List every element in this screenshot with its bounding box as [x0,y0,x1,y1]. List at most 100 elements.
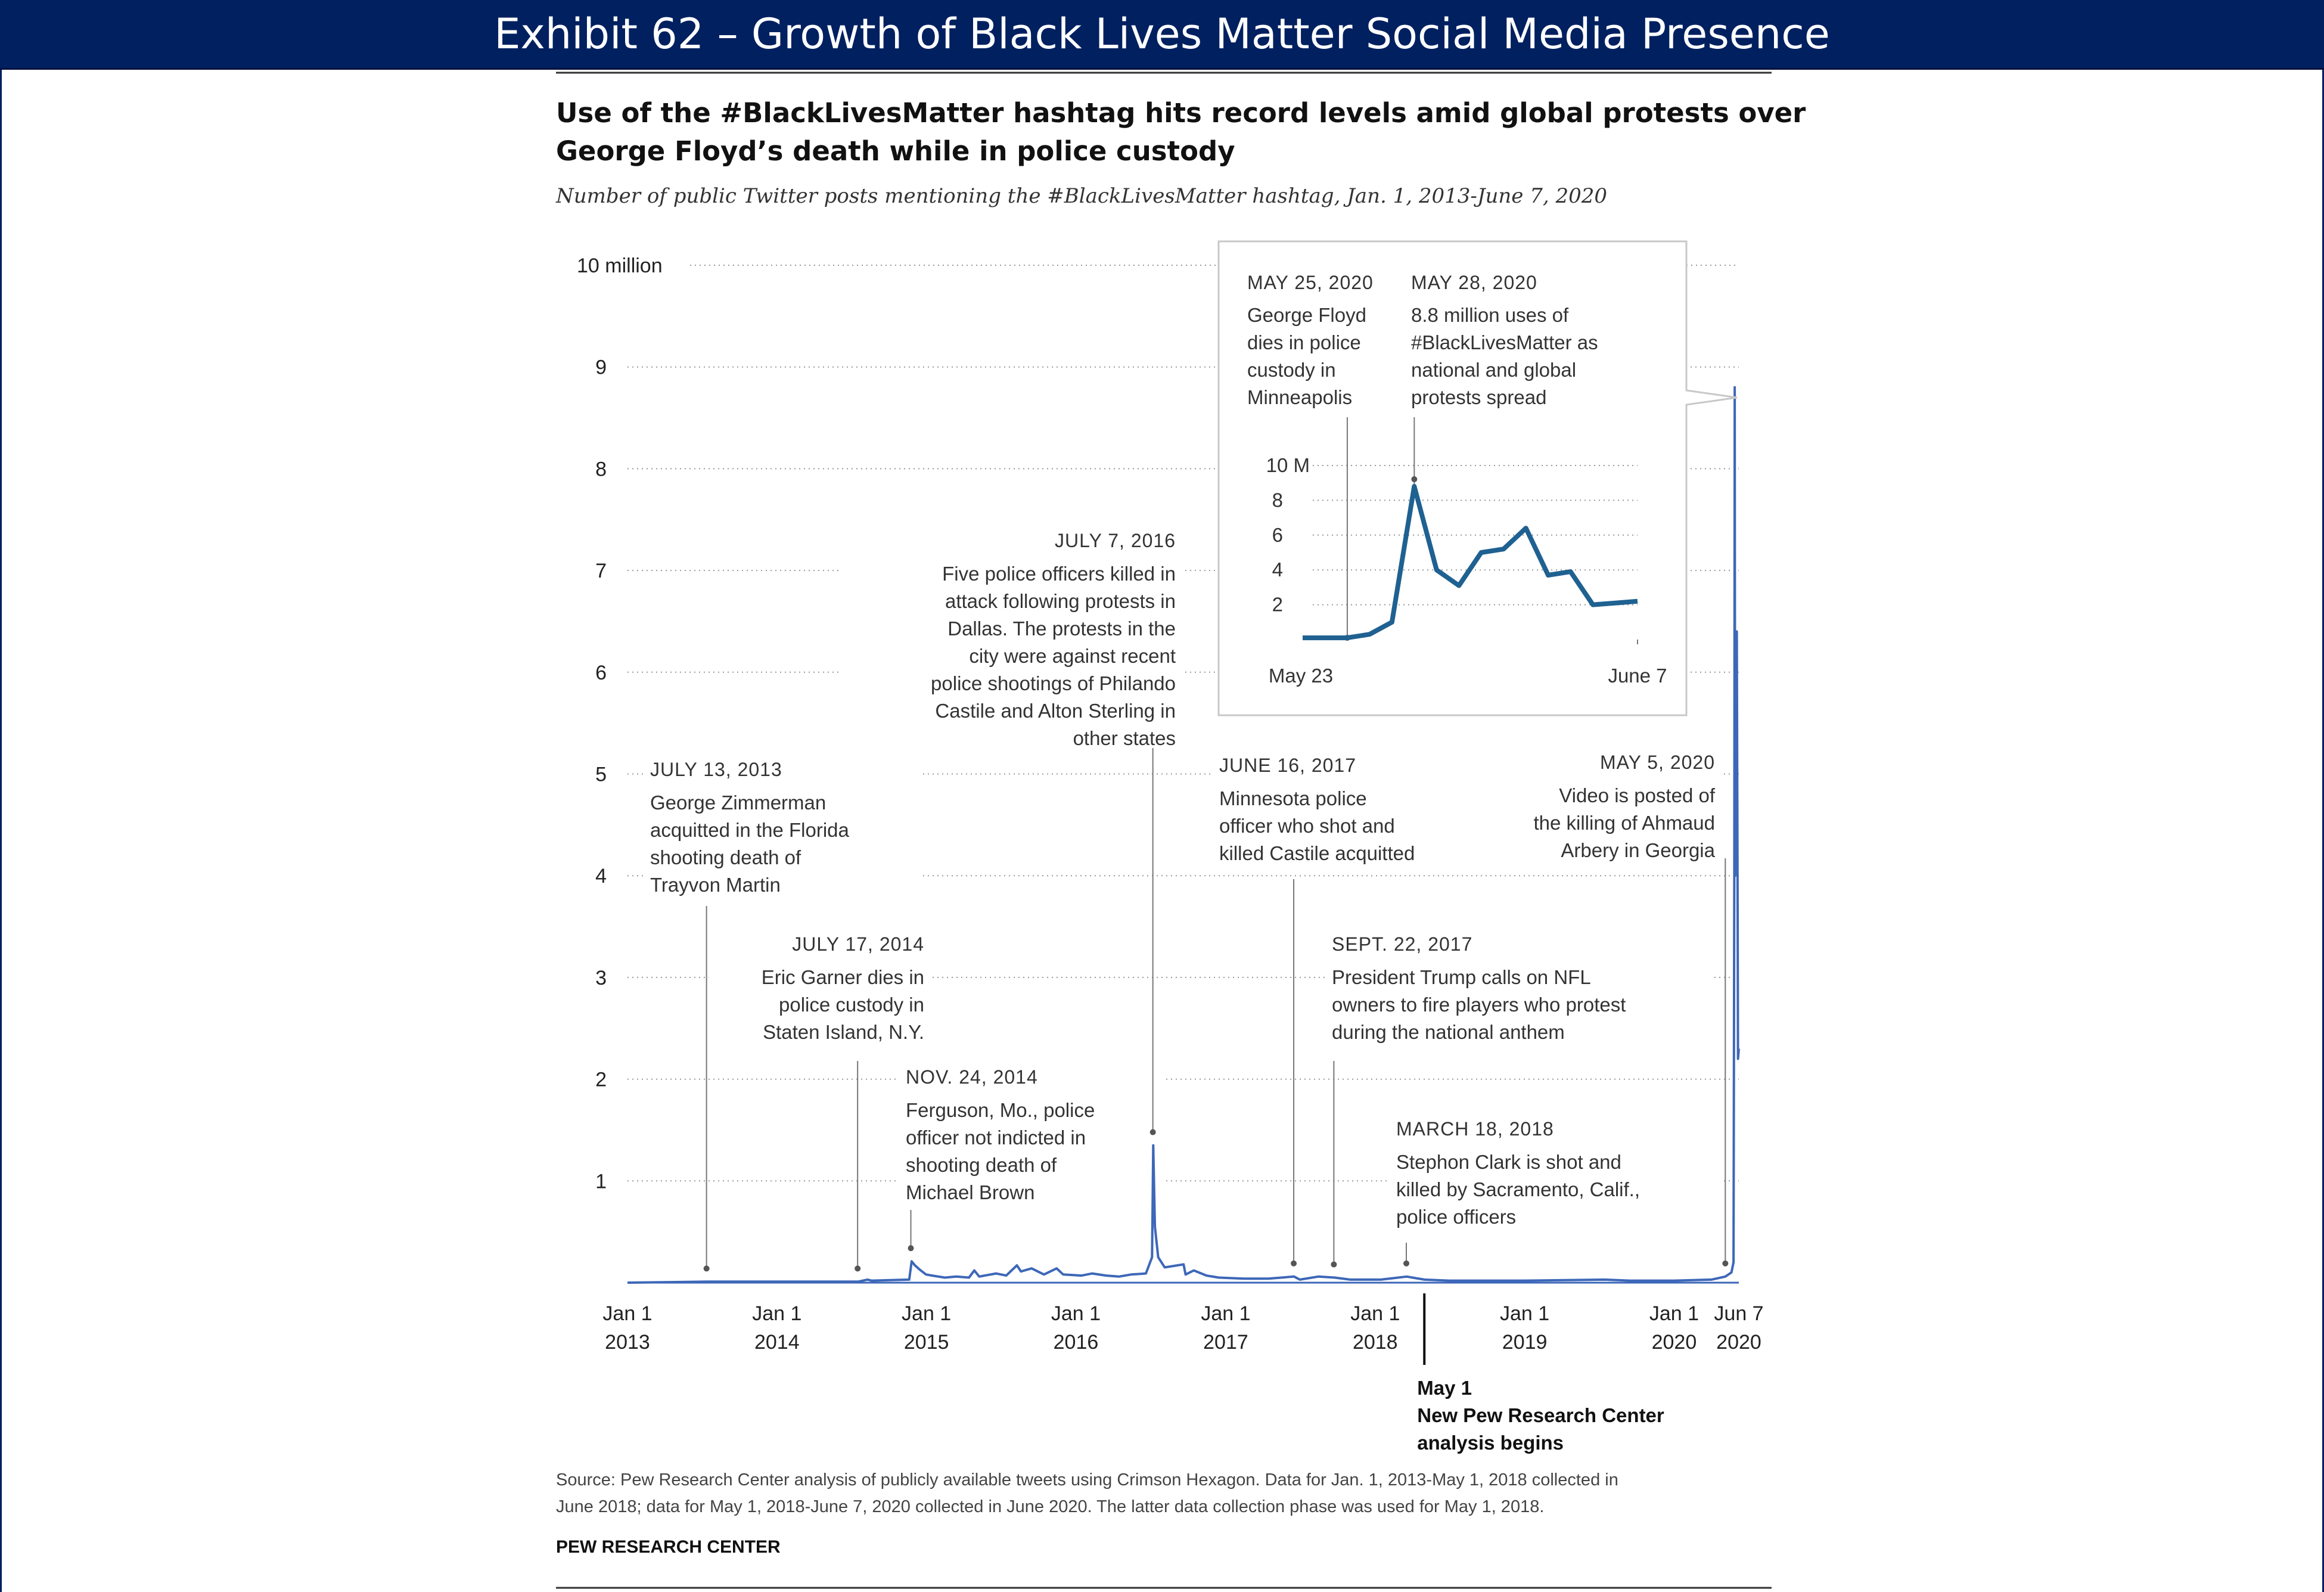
annotation-backing [1325,927,1711,1039]
x-tick-label: Jan 1 [602,1302,652,1325]
exhibit-banner: Exhibit 62 – Growth of Black Lives Matte… [0,0,2324,70]
x-tick-label: Jan 1 [1649,1302,1699,1325]
annotation-backing [1212,748,1489,860]
annotation-backing [839,523,1182,745]
annotation-text: shooting death of [650,846,801,868]
brand-label: PEW RESEARCH CENTER [556,1537,781,1557]
annotation-text: Michael Brown [906,1181,1034,1203]
inset-chart: 10 M 8 6 4 2 May 23 June 7 MAY 25, 2020 George F… [1217,240,1738,716]
annotation-text: Stephon Clark is shot and [1396,1151,1621,1173]
annotation-event: NOV. 24, 2014 Ferguson, Mo., police office… [899,1060,1164,1252]
x-tick-label: Jan 1 [1350,1302,1400,1325]
inset-note-text: George Floyd [1247,304,1366,326]
pew-chart: Use of the #BlackLivesMatter hashtag hit… [555,72,1806,1589]
x-tick-label: 2014 [754,1331,800,1354]
annotation-text: Five police officers killed in [942,563,1176,585]
y-tick-label: 4 [595,865,607,887]
annotation-date: MAY 5, 2020 [1600,752,1715,773]
annotation-dot [1149,1129,1156,1135]
x-tick-label: 2017 [1203,1331,1248,1354]
slide-frame: Use of the #BlackLivesMatter hashtag hit… [0,70,2324,1592]
x-tick-label: Jun 7 [1714,1302,1763,1325]
annotation-date: JULY 7, 2016 [1055,530,1176,551]
annotation-text: Staten Island, N.Y. [763,1021,924,1043]
annotation-dot [1403,1260,1410,1267]
x-tick-label: Jan 1 [902,1302,951,1325]
annotation-dot [703,1265,710,1272]
y-tick-label: 10 million [577,255,663,277]
annotation-text: President Trump calls on NFL [1332,966,1591,988]
x-tick-label: 2013 [605,1331,650,1354]
inset-box [1217,240,1738,716]
inset-note-text: protests spread [1411,386,1546,408]
chart-subtitle: Number of public Twitter posts mentionin… [555,184,1607,208]
annotation-dot [908,1245,914,1252]
inset-series-line [1303,484,1638,641]
y-tick-label: 3 [595,967,607,989]
annotation-text: other states [1073,727,1176,749]
annotation-text: during the national anthem [1332,1021,1565,1043]
annotation-text: officer who shot and [1219,815,1395,837]
inset-note-date: MAY 28, 2020 [1411,272,1537,293]
x-tick-label: Jan 1 [1201,1302,1250,1325]
x-tick-label: 2020 [1652,1331,1697,1354]
x-tick-label: 2018 [1353,1331,1398,1354]
annotation-dot [1722,1260,1729,1267]
y-tick-label: 6 [595,662,607,684]
annotation-event: JULY 7, 2016 Five police officers killed … [839,523,1182,1135]
annotation-text: shooting death of [906,1154,1057,1176]
annotation-backing [709,927,930,1039]
annotation-text: the killing of Ahmaud [1533,812,1715,834]
inset-y-tick-label: 2 [1272,594,1283,616]
annotation-event: MARCH 18, 2018 Stephon Clark is shot and k… [1389,1112,1721,1267]
inset-note-text: dies in police [1247,331,1361,353]
x-tick-label: 2019 [1502,1331,1548,1354]
annotation-text: owners to fire players who protest [1332,994,1626,1016]
y-tick-label: 8 [595,458,607,480]
y-tick-label: 9 [595,356,607,379]
annotation-backing [1389,1112,1721,1224]
annotation-text: Castile and Alton Sterling in [935,700,1176,722]
inset-note-dot [1411,476,1418,483]
inset-note-text: 8.8 million uses of [1411,304,1569,326]
phase-marker-text: May 1 [1417,1377,1472,1399]
annotation-event: JULY 13, 2013 George Zimmerman acquitted i… [643,752,919,1272]
y-tick-label: 1 [595,1170,607,1193]
annotation-date: MARCH 18, 2018 [1396,1118,1554,1140]
annotation-text: Eric Garner dies in [762,966,924,988]
annotation-event: MAY 5, 2020 Video is posted of the killing… [1477,745,1729,1267]
annotation-text: Dallas. The protests in the [947,617,1176,640]
source-note: Source: Pew Research Center analysis of … [556,1470,1618,1489]
annotation-event: JULY 17, 2014 Eric Garner dies in police c… [709,927,930,1272]
annotation-text: Trayvon Martin [650,874,781,896]
annotation-event: SEPT. 22, 2017 President Trump calls on N… [1325,927,1711,1268]
annotation-backing [643,752,919,892]
inset-y-tick-label: 6 [1272,524,1283,546]
x-tick-label: 2020 [1716,1331,1761,1354]
source-note: June 2018; data for May 1, 2018-June 7, … [556,1497,1544,1516]
phase-marker-text: analysis begins [1417,1432,1564,1454]
annotation-text: police custody in [779,994,924,1016]
annotation-text: Minnesota police [1219,787,1367,809]
annotation-dot [1331,1261,1337,1268]
series-line-blm-hashtag [627,386,1740,1284]
annotation-dot [855,1265,861,1272]
annotation-backing [899,1060,1164,1199]
inset-y-tick-label: 4 [1272,558,1283,581]
annotation-text: acquitted in the Florida [650,819,850,841]
annotation-date: SEPT. 22, 2017 [1332,933,1472,955]
annotation-date: JULY 13, 2013 [650,759,782,780]
y-tick-label: 7 [595,560,607,582]
inset-note-text: custody in [1247,359,1336,381]
x-tick-label: Jan 1 [752,1302,801,1325]
exhibit-title: Exhibit 62 – Growth of Black Lives Matte… [494,10,1830,58]
annotation-backing [1477,745,1721,857]
annotation-text: killed Castile acquitted [1219,842,1415,864]
chart-title-line: Use of the #BlackLivesMatter hashtag hit… [556,97,1806,129]
y-tick-label: 2 [595,1069,607,1091]
inset-note-text: #BlackLivesMatter as [1411,331,1598,353]
x-tick-label: 2015 [904,1331,949,1354]
x-tick-label: 2016 [1054,1331,1099,1354]
annotation-text: Arbery in Georgia [1561,839,1715,861]
x-tick-label: Jan 1 [1500,1302,1549,1325]
